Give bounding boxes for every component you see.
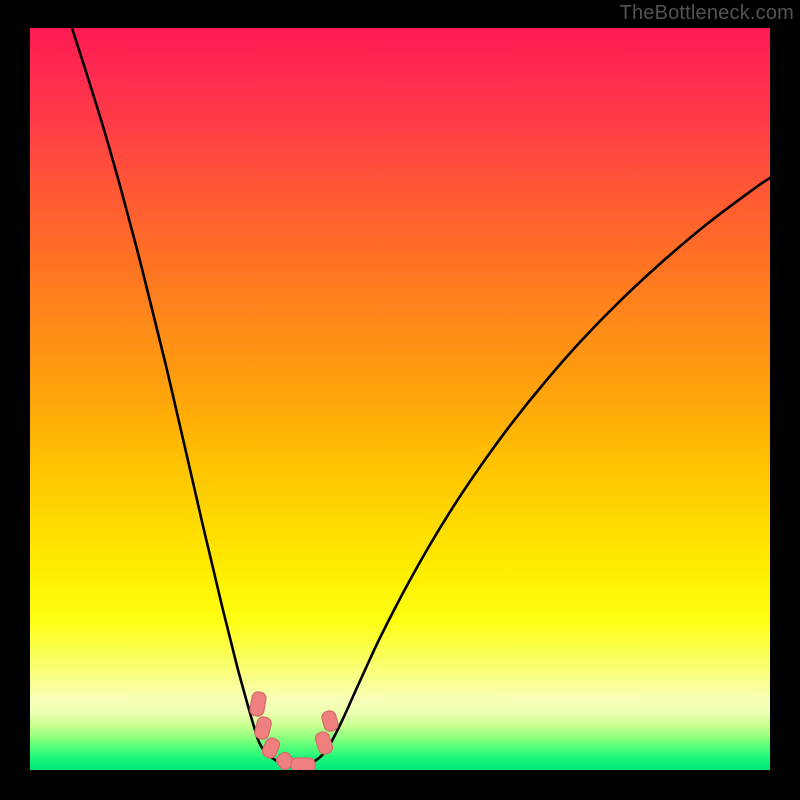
trough-marker — [314, 730, 334, 755]
curve-layer — [30, 28, 770, 770]
curve-left — [72, 28, 298, 766]
trough-marker — [249, 691, 267, 717]
trough-marker — [254, 716, 273, 741]
trough-marker — [291, 758, 315, 770]
chart-frame: TheBottleneck.com — [0, 0, 800, 800]
watermark-text: TheBottleneck.com — [620, 2, 794, 25]
curve-right — [298, 178, 770, 766]
trough-marker — [321, 709, 340, 732]
marker-group — [249, 691, 339, 770]
plot-area — [30, 28, 770, 770]
